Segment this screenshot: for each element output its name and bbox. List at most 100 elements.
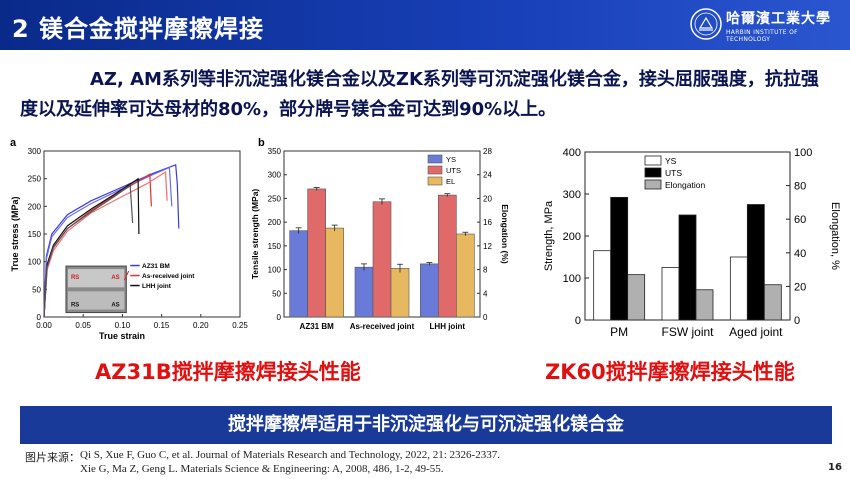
legend-label: EL bbox=[446, 177, 455, 186]
y2-tick-label: 20 bbox=[794, 281, 806, 293]
stress-strain-curve bbox=[43, 170, 168, 318]
category-label: Aged joint bbox=[729, 325, 783, 339]
y2-tick-label: 4 bbox=[483, 289, 488, 298]
y-tick-label: 100 bbox=[268, 266, 282, 275]
y2-tick-label: 60 bbox=[794, 214, 806, 226]
y-tick-label: 150 bbox=[28, 230, 42, 239]
y2-tick-label: 0 bbox=[794, 315, 800, 327]
category-label: FSW joint bbox=[661, 325, 714, 339]
y2-tick-label: 24 bbox=[483, 171, 492, 180]
y-tick-label: 100 bbox=[28, 258, 42, 267]
y2-tick-label: 100 bbox=[794, 147, 812, 159]
bar-ys bbox=[729, 256, 748, 321]
stress-strain-curve bbox=[43, 177, 140, 318]
bar-elongation bbox=[627, 274, 646, 321]
x-tick-label: 0.05 bbox=[75, 321, 91, 330]
legend-label: Elongation bbox=[665, 180, 705, 190]
y-axis-label: Strength, MPa bbox=[543, 200, 555, 271]
bar-ys bbox=[661, 267, 680, 321]
stress-strain-curve bbox=[43, 163, 180, 318]
y-tick-label: 250 bbox=[268, 194, 282, 203]
y-tick-label: 0 bbox=[277, 313, 282, 322]
stress-strain-chart: a 0.00 0.05 0.10 0.15 0.20 0.25 0 50 100 150 200 250… bbox=[10, 137, 248, 340]
logo-text-cn: 哈爾濱工業大學 bbox=[726, 11, 831, 27]
y-tick-label: 0 bbox=[37, 313, 42, 322]
inset-label-rs: RS bbox=[71, 275, 79, 281]
y2-tick-label: 0 bbox=[483, 313, 488, 322]
stress-strain-curve bbox=[43, 166, 173, 318]
y2-tick-label: 80 bbox=[794, 181, 806, 193]
bar-uts bbox=[610, 196, 629, 321]
y-tick-label: 100 bbox=[563, 273, 581, 285]
x-tick-label: 0.00 bbox=[36, 321, 52, 330]
y-axis-label: Tensile strength (MPa) bbox=[250, 189, 260, 280]
y-tick-label: 300 bbox=[563, 189, 581, 201]
weld-photo-upper bbox=[67, 269, 125, 288]
y-tick-label: 150 bbox=[268, 242, 282, 251]
university-logo: 哈爾濱工業大學 HARBIN INSTITUTE OF TECHNOLOGY bbox=[690, 6, 844, 44]
reference-2: Xie G, Ma Z, Geng L. Materials Science &… bbox=[80, 463, 444, 475]
bar-uts bbox=[678, 214, 697, 321]
legend-swatch bbox=[644, 179, 662, 190]
zk60-bar-chart: 0 100 200 300 400 0 20 40 60 80 100 Strength, MPa El… bbox=[543, 147, 840, 339]
caption-az31b: AZ31B搅拌摩擦焊接头性能 bbox=[95, 360, 361, 384]
x-tick-label: 0.20 bbox=[193, 321, 209, 330]
y-tick-label: 200 bbox=[268, 218, 282, 227]
y-axis-label: True stress (MPa) bbox=[10, 196, 20, 271]
category-label: AZ31 BM bbox=[300, 322, 335, 331]
inset-label-as: AS bbox=[111, 275, 119, 281]
university-seal-icon bbox=[690, 8, 722, 40]
x-tick-label: 0.10 bbox=[115, 321, 131, 330]
tensile-bar-chart: b 0 50 100 150 200 250 300 350 0 4 8 12 16 20 24 28 Tensi… bbox=[250, 137, 510, 331]
x-tick-label: 0.15 bbox=[154, 321, 170, 330]
legend-label: YS bbox=[665, 156, 677, 166]
legend-swatch bbox=[427, 176, 443, 186]
inset-label-rs: RS bbox=[71, 303, 79, 309]
legend-label: UTS bbox=[665, 168, 682, 178]
bar-elongation bbox=[763, 284, 782, 321]
bar-ys bbox=[289, 230, 308, 318]
y2-tick-label: 8 bbox=[483, 266, 488, 275]
panel-label-b: b bbox=[258, 137, 265, 149]
y-tick-label: 50 bbox=[32, 285, 41, 294]
inset-label-as: AS bbox=[111, 303, 119, 309]
category-label: LHH joint bbox=[430, 322, 466, 331]
legend-swatch bbox=[644, 155, 662, 166]
legend-swatch bbox=[644, 167, 662, 178]
bar-uts bbox=[307, 188, 326, 318]
legend-label: LHH joint bbox=[142, 283, 172, 290]
intro-text: AZ, AM系列等非沉淀强化镁合金以及ZK系列等可沉淀强化镁合金，接头屈服强度，… bbox=[20, 69, 819, 120]
caption-zk60: ZK60搅拌摩擦焊接头性能 bbox=[545, 360, 795, 384]
y-tick-label: 250 bbox=[28, 175, 42, 184]
category-label: PM bbox=[610, 325, 628, 339]
bar-el bbox=[325, 227, 344, 318]
bar-uts bbox=[372, 201, 392, 318]
source-label: 图片来源： bbox=[25, 451, 80, 464]
bar-el bbox=[390, 268, 410, 318]
legend-swatch bbox=[427, 154, 443, 164]
bar-uts bbox=[746, 204, 765, 321]
x-tick-label: 0.25 bbox=[232, 321, 248, 330]
y-tick-label: 200 bbox=[563, 231, 581, 243]
summary-banner: 搅拌摩擦焊适用于非沉淀强化与可沉淀强化镁合金 bbox=[20, 406, 832, 444]
legend-label: As-received joint bbox=[142, 273, 195, 280]
stress-strain-curve bbox=[43, 184, 134, 318]
slide-header: 2 镁合金搅拌摩擦焊接 哈爾濱工業大學 HARBIN INSTITUTE OF … bbox=[0, 0, 850, 50]
x-axis-label: True strain bbox=[99, 331, 145, 340]
y-tick-label: 300 bbox=[28, 147, 42, 156]
y-tick-label: 50 bbox=[272, 289, 281, 298]
category-label: As-received joint bbox=[350, 322, 415, 331]
legend-label: YS bbox=[446, 155, 456, 164]
y2-tick-label: 12 bbox=[483, 242, 492, 251]
y2-axis-label: Elongation (%) bbox=[500, 204, 510, 264]
y2-tick-label: 16 bbox=[483, 218, 492, 227]
legend-label: AZ31 BM bbox=[142, 263, 170, 270]
bar-el bbox=[456, 233, 475, 318]
bar-ys bbox=[354, 266, 374, 318]
y-tick-label: 0 bbox=[575, 315, 581, 327]
inset-arrow bbox=[123, 270, 130, 281]
bar-ys bbox=[420, 263, 439, 318]
y2-tick-label: 40 bbox=[794, 248, 806, 260]
slide-title: 2 镁合金搅拌摩擦焊接 bbox=[12, 15, 265, 43]
y2-tick-label: 28 bbox=[483, 147, 492, 156]
